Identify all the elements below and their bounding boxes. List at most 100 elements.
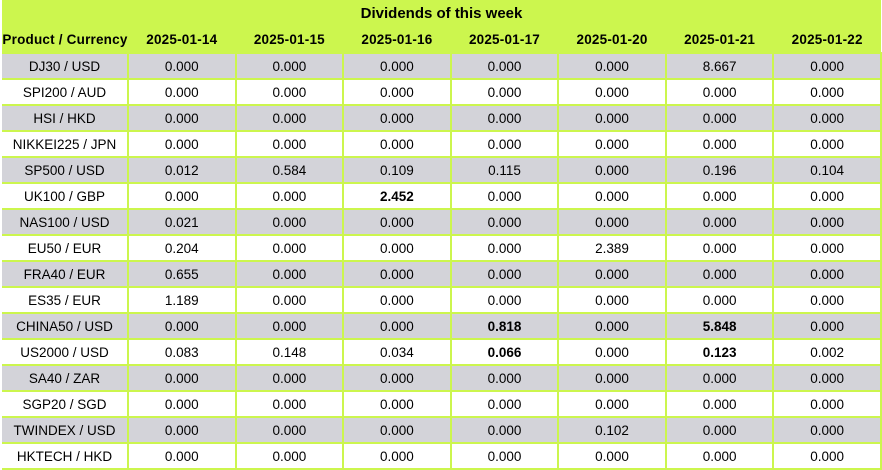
date-column-header: 2025-01-21 <box>665 27 774 53</box>
dividend-value-cell: 0.000 <box>234 182 345 210</box>
dividend-value-cell: 0.000 <box>234 104 345 132</box>
dividend-value-cell: 0.000 <box>449 442 560 470</box>
dividend-value-cell: 0.000 <box>127 52 237 80</box>
dividend-value-cell: 0.000 <box>772 442 882 470</box>
dividend-value-cell: 0.000 <box>557 78 667 106</box>
dividend-value-cell: 0.000 <box>557 156 667 184</box>
dividend-value-cell: 0.000 <box>664 390 775 418</box>
dividend-value-cell: 0.000 <box>772 364 882 392</box>
dividend-value-cell: 0.000 <box>664 416 775 444</box>
dividend-value-cell: 8.667 <box>664 52 775 80</box>
date-column-header: 2025-01-14 <box>128 27 236 53</box>
product-cell: NIKKEI225 / JPN <box>2 130 129 158</box>
dividend-value-cell: 0.000 <box>772 208 882 236</box>
dividend-value-cell: 0.109 <box>342 156 452 184</box>
dividend-value-cell: 0.000 <box>342 390 452 418</box>
dividend-value-cell: 0.000 <box>449 208 560 236</box>
dividend-value-cell: 0.000 <box>557 208 667 236</box>
product-cell: SA40 / ZAR <box>2 364 129 392</box>
dividend-value-cell: 0.000 <box>772 130 882 158</box>
dividend-value-cell: 2.452 <box>342 182 452 210</box>
dividend-value-cell: 2.389 <box>557 234 667 262</box>
dividend-value-cell: 0.000 <box>234 286 345 314</box>
dividend-value-cell: 0.000 <box>127 442 237 470</box>
table-row: SA40 / ZAR 0.000 0.000 0.000 0.000 0.000 0.000… <box>2 364 882 392</box>
dividend-value-cell: 0.000 <box>557 390 667 418</box>
dividend-value-cell: 0.000 <box>449 286 560 314</box>
column-header-row: Product / Currency 2025-01-14 2025-01-15 2… <box>2 27 881 53</box>
dividend-value-cell: 0.000 <box>234 78 345 106</box>
product-cell: SP500 / USD <box>2 156 129 184</box>
product-cell: UK100 / GBP <box>2 182 129 210</box>
dividend-value-cell: 0.000 <box>234 312 345 340</box>
dividend-value-cell: 0.000 <box>449 104 560 132</box>
dividend-value-cell: 0.000 <box>234 234 345 262</box>
dividend-value-cell: 0.000 <box>772 416 882 444</box>
dividend-value-cell: 0.000 <box>664 78 775 106</box>
table-row: ES35 / EUR 1.189 0.000 0.000 0.000 0.000 0.000… <box>2 286 882 314</box>
product-cell: EU50 / EUR <box>2 234 129 262</box>
dividend-value-cell: 0.000 <box>449 260 560 288</box>
dividend-value-cell: 0.000 <box>772 234 882 262</box>
dividend-value-cell: 0.000 <box>449 416 560 444</box>
date-column-header: 2025-01-15 <box>235 27 344 53</box>
date-column-header: 2025-01-17 <box>450 27 559 53</box>
dividend-value-cell: 0.000 <box>234 442 345 470</box>
dividend-value-cell: 0.000 <box>342 130 452 158</box>
dividend-value-cell: 0.000 <box>234 130 345 158</box>
dividend-value-cell: 0.000 <box>664 286 775 314</box>
dividend-value-cell: 0.000 <box>664 182 775 210</box>
dividend-value-cell: 0.000 <box>234 416 345 444</box>
dividend-value-cell: 0.000 <box>664 234 775 262</box>
dividend-value-cell: 0.000 <box>234 52 345 80</box>
table-row: FRA40 / EUR 0.655 0.000 0.000 0.000 0.000 0.00… <box>2 260 882 288</box>
table-row: SP500 / USD 0.012 0.584 0.109 0.115 0.000 0.19… <box>2 156 882 184</box>
dividend-value-cell: 0.000 <box>664 130 775 158</box>
table-row: DJ30 / USD 0.000 0.000 0.000 0.000 0.000 8.667… <box>2 52 882 80</box>
dividend-value-cell: 0.000 <box>557 364 667 392</box>
table-body: DJ30 / USD 0.000 0.000 0.000 0.000 0.000 8.667… <box>2 52 882 470</box>
table-row: CHINA50 / USD 0.000 0.000 0.000 0.818 0.000 5.… <box>2 312 882 340</box>
dividend-value-cell: 0.000 <box>557 260 667 288</box>
dividend-value-cell: 0.000 <box>342 364 452 392</box>
dividend-value-cell: 0.000 <box>127 104 237 132</box>
product-cell: SPI200 / AUD <box>2 78 129 106</box>
date-column-header: 2025-01-16 <box>343 27 451 53</box>
dividend-value-cell: 0.000 <box>342 104 452 132</box>
dividend-value-cell: 0.000 <box>127 78 237 106</box>
dividend-value-cell: 5.848 <box>664 312 775 340</box>
dividend-value-cell: 0.000 <box>342 78 452 106</box>
dividend-value-cell: 0.000 <box>127 416 237 444</box>
dividend-value-cell: 0.000 <box>772 104 882 132</box>
dividend-value-cell: 0.000 <box>557 52 667 80</box>
dividend-value-cell: 0.000 <box>664 442 775 470</box>
dividend-value-cell: 0.115 <box>449 156 560 184</box>
dividend-value-cell: 0.000 <box>342 234 452 262</box>
dividend-value-cell: 0.000 <box>127 182 237 210</box>
dividend-value-cell: 0.000 <box>449 52 560 80</box>
product-cell: NAS100 / USD <box>2 208 129 236</box>
dividend-value-cell: 0.000 <box>234 364 345 392</box>
dividend-value-cell: 0.000 <box>234 208 345 236</box>
dividend-value-cell: 0.000 <box>342 208 452 236</box>
table-row: TWINDEX / USD 0.000 0.000 0.000 0.000 0.102 0.… <box>2 416 882 444</box>
dividend-value-cell: 0.000 <box>772 286 882 314</box>
product-cell: ES35 / EUR <box>2 286 129 314</box>
dividend-value-cell: 0.000 <box>449 390 560 418</box>
dividend-value-cell: 0.000 <box>772 78 882 106</box>
product-cell: FRA40 / EUR <box>2 260 129 288</box>
dividend-value-cell: 0.000 <box>342 442 452 470</box>
product-cell: SGP20 / SGD <box>2 390 129 418</box>
product-cell: US2000 / USD <box>2 338 129 366</box>
dividend-value-cell: 0.204 <box>127 234 237 262</box>
dividend-value-cell: 0.000 <box>557 130 667 158</box>
table-row: NAS100 / USD 0.021 0.000 0.000 0.000 0.000 0.0… <box>2 208 882 236</box>
dividend-value-cell: 0.000 <box>557 312 667 340</box>
dividend-value-cell: 0.000 <box>342 260 452 288</box>
dividend-value-cell: 0.000 <box>449 130 560 158</box>
dividend-value-cell: 0.000 <box>557 104 667 132</box>
table-row: US2000 / USD 0.083 0.148 0.034 0.066 0.000 0.1… <box>2 338 882 366</box>
dividend-value-cell: 0.000 <box>557 442 667 470</box>
product-cell: DJ30 / USD <box>2 52 129 80</box>
